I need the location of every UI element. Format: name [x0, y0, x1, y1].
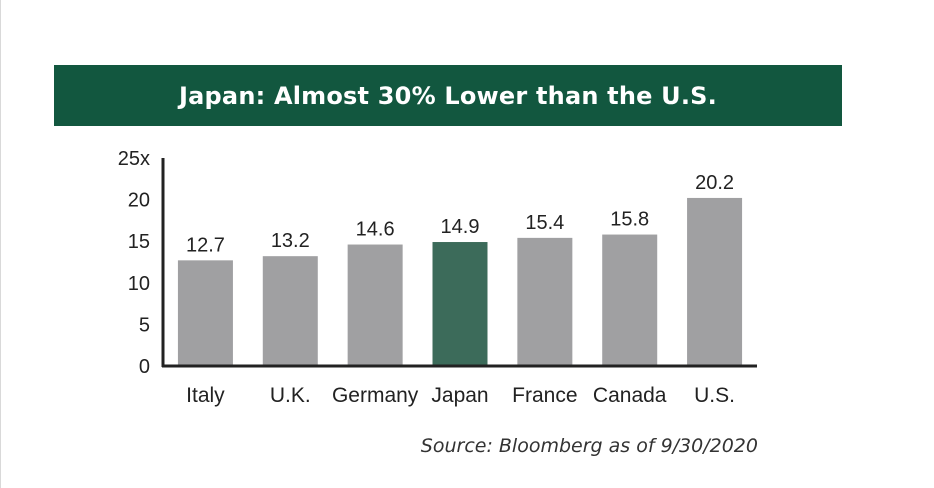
- y-tick-label-25: 25x: [118, 148, 150, 170]
- value-label-u-k: 13.2: [271, 230, 310, 252]
- axes-group: [161, 158, 757, 368]
- y-tick-label-10: 10: [128, 273, 150, 295]
- bar-u-k: [262, 256, 318, 366]
- value-label-germany: 14.6: [356, 219, 395, 241]
- bar-france: [517, 237, 573, 366]
- value-label-france: 15.4: [525, 212, 564, 234]
- page-left-border: [0, 0, 1, 488]
- y-tick-label-20: 20: [128, 190, 150, 212]
- y-tick-label-15: 15: [128, 231, 150, 253]
- category-label-japan: Japan: [431, 384, 488, 407]
- bar-germany: [347, 244, 403, 366]
- category-labels-group: Italy U.K. Germany Japan France Canada U.S.: [186, 384, 735, 407]
- chart-title: Japan: Almost 30% Lower than the U.S.: [179, 81, 717, 110]
- bars-group: [177, 197, 743, 366]
- value-label-canada: 15.8: [610, 209, 649, 231]
- value-label-japan: 14.9: [441, 216, 480, 238]
- value-labels-group: 12.7 13.2 14.6 14.9 15.4 15.8 20.2: [186, 172, 734, 256]
- category-label-u-k: U.K.: [270, 384, 311, 407]
- bar-canada: [602, 234, 658, 366]
- y-axis-ticks: 0 5 10 15 20 25x: [118, 148, 150, 378]
- category-label-u-s: U.S.: [694, 384, 735, 407]
- bar-italy: [177, 260, 233, 366]
- bar-u-s: [687, 197, 743, 366]
- value-label-u-s: 20.2: [695, 172, 734, 194]
- y-tick-label-5: 5: [139, 314, 150, 336]
- category-label-france: France: [512, 384, 577, 407]
- category-label-germany: Germany: [332, 384, 419, 407]
- bar-japan: [432, 242, 488, 366]
- category-label-italy: Italy: [186, 384, 225, 407]
- value-label-italy: 12.7: [186, 234, 225, 256]
- y-tick-label-0: 0: [139, 356, 150, 378]
- category-label-canada: Canada: [593, 384, 667, 407]
- chart-title-banner: Japan: Almost 30% Lower than the U.S.: [54, 65, 842, 126]
- source-note: Source: Bloomberg as of 9/30/2020: [420, 435, 758, 457]
